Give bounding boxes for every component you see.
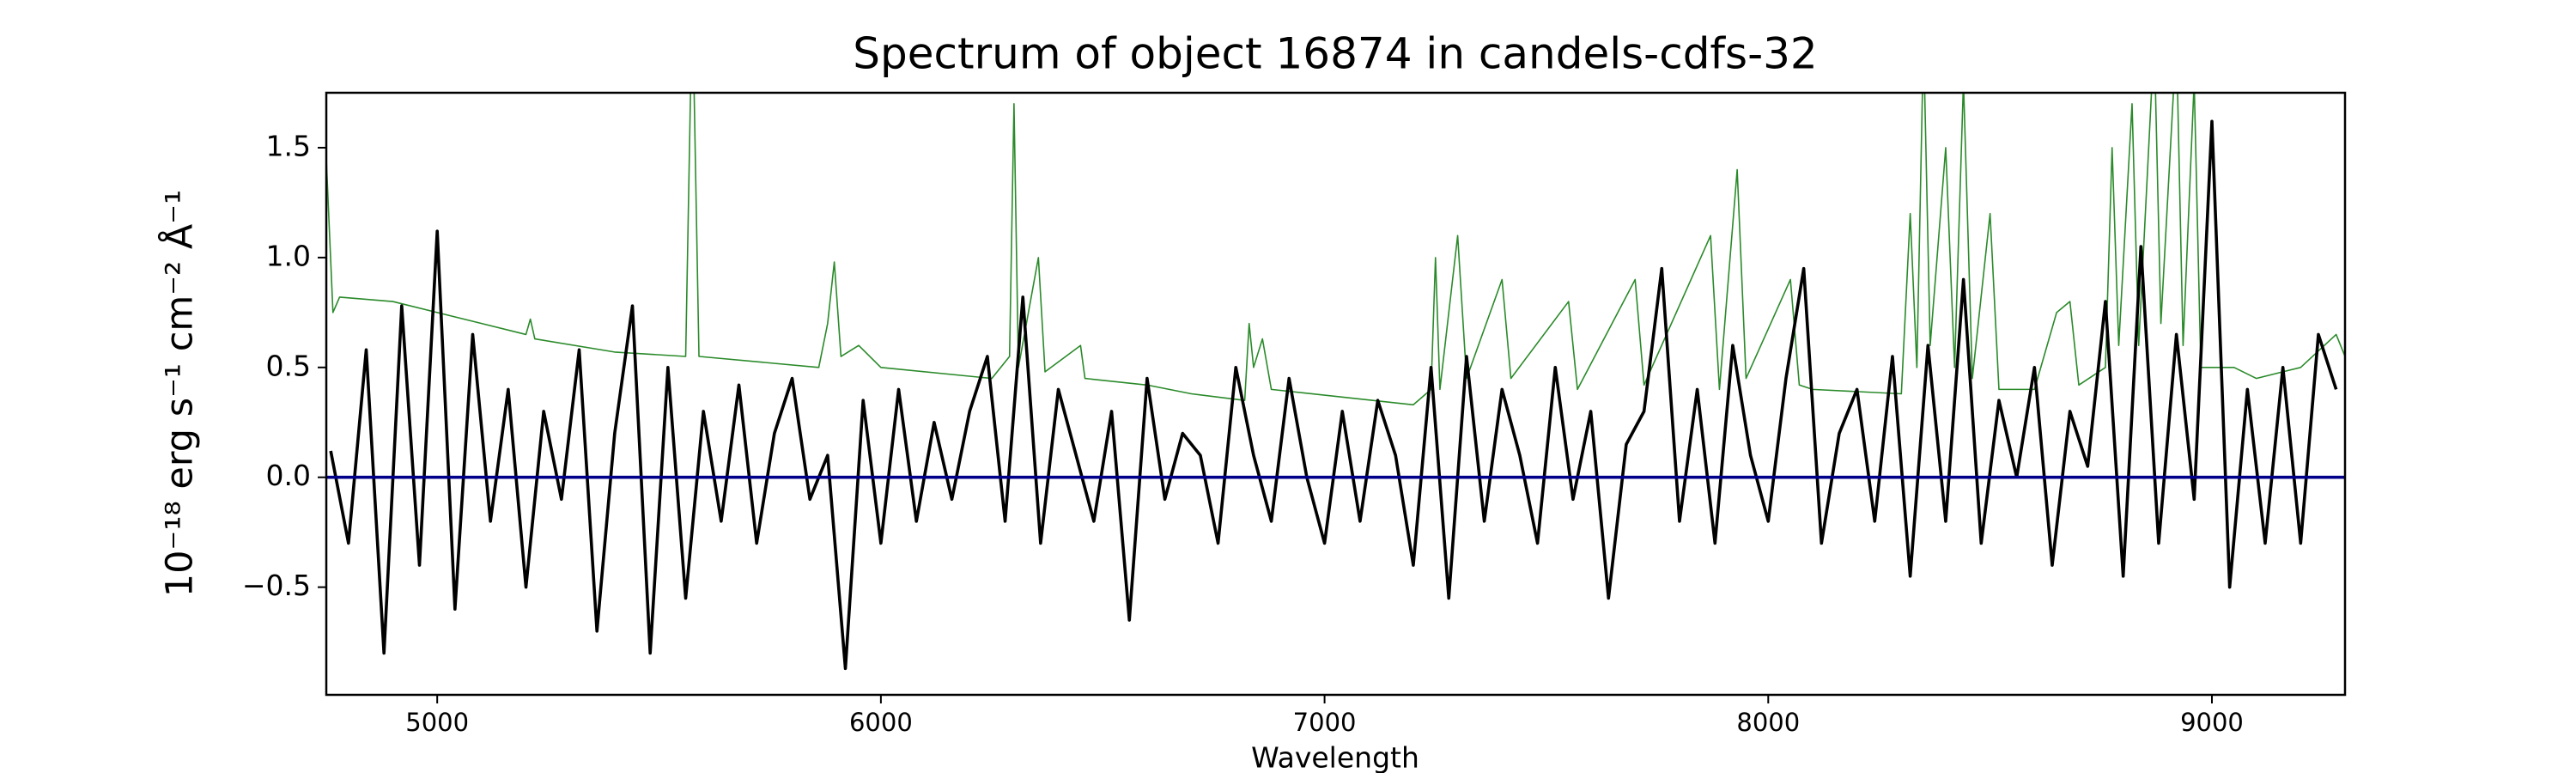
y-tick-label: −0.5 (242, 569, 311, 602)
y-tick-label: 1.0 (266, 239, 311, 272)
y-tick-label: 0.5 (266, 349, 311, 382)
y-tick-label: 1.5 (266, 129, 311, 162)
x-tick-label: 6000 (849, 708, 913, 737)
x-tick-label: 9000 (2180, 708, 2244, 737)
y-tick-label: 0.0 (266, 459, 311, 492)
x-tick-label: 7000 (1293, 708, 1357, 737)
spectrum-line (326, 93, 2345, 406)
plot-area (326, 93, 2345, 671)
chart-title: Spectrum of object 16874 in candels-cdfs… (853, 29, 1818, 79)
x-tick-label: 8000 (1736, 708, 1800, 737)
y-axis-label: 10⁻¹⁸ erg s⁻¹ cm⁻² Å⁻¹ (158, 190, 202, 597)
axes-frame (325, 91, 2347, 697)
x-axis-label: Wavelength (1251, 741, 1419, 773)
x-tick-label: 5000 (405, 708, 469, 737)
spectrum-line (329, 119, 2338, 671)
